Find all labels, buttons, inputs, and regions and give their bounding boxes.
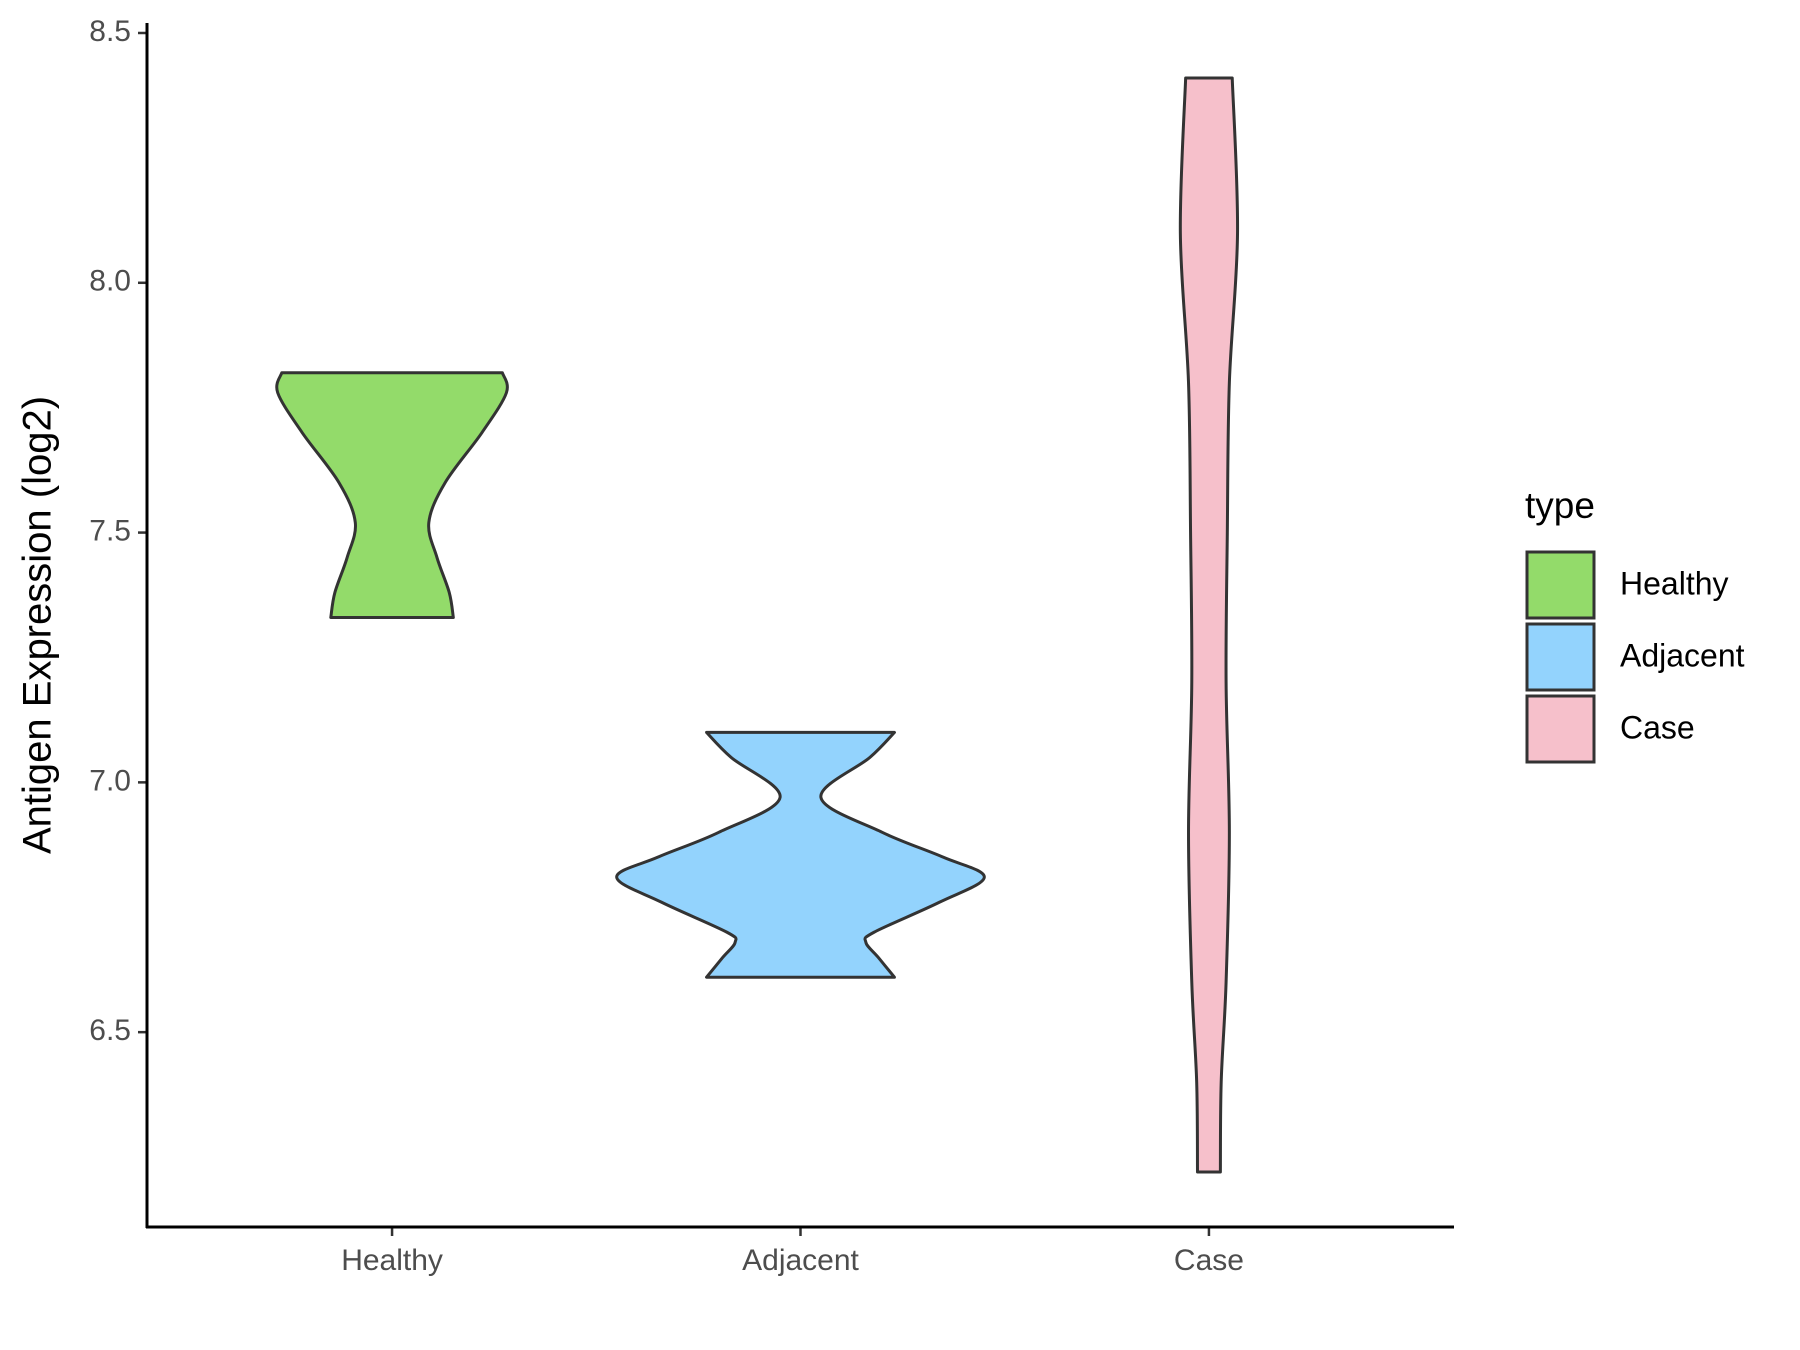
y-axis-title: Antigen Expression (log2) [16,396,60,854]
legend-key [1525,694,1596,764]
x-tick-label: Adjacent [742,1244,859,1277]
y-tick-label: 7.5 [89,514,131,547]
legend-key [1525,550,1596,620]
y-tick-label: 7.0 [89,764,131,797]
x-tick-label: Healthy [341,1244,443,1277]
violin [615,730,986,979]
x-tick-label: Case [1174,1244,1244,1277]
legend-label: Adjacent [1620,637,1745,673]
violin [1178,76,1240,1174]
legend-title: type [1525,485,1595,526]
y-tick-label: 6.5 [89,1014,131,1047]
legend-label: Healthy [1620,565,1729,601]
y-tick-label: 8.5 [89,15,131,48]
violin [275,371,509,620]
y-tick-label: 8.0 [89,265,131,298]
legend-label: Case [1620,709,1695,745]
legend-key [1525,622,1596,692]
